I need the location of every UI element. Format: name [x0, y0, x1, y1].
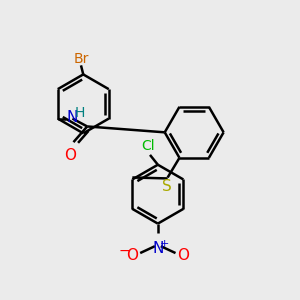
Text: Cl: Cl [141, 139, 155, 153]
Text: S: S [162, 179, 172, 194]
Text: N: N [152, 241, 164, 256]
Text: +: + [160, 239, 169, 249]
Text: H: H [74, 106, 85, 120]
Text: Br: Br [74, 52, 89, 66]
Text: O: O [177, 248, 189, 262]
Text: N: N [67, 110, 78, 125]
Text: O: O [126, 248, 138, 262]
Text: O: O [64, 148, 76, 163]
Text: −: − [119, 244, 130, 258]
